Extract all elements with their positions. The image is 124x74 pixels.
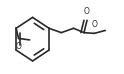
Text: O: O xyxy=(16,42,21,51)
Text: O: O xyxy=(92,20,97,29)
Text: O: O xyxy=(84,7,90,16)
